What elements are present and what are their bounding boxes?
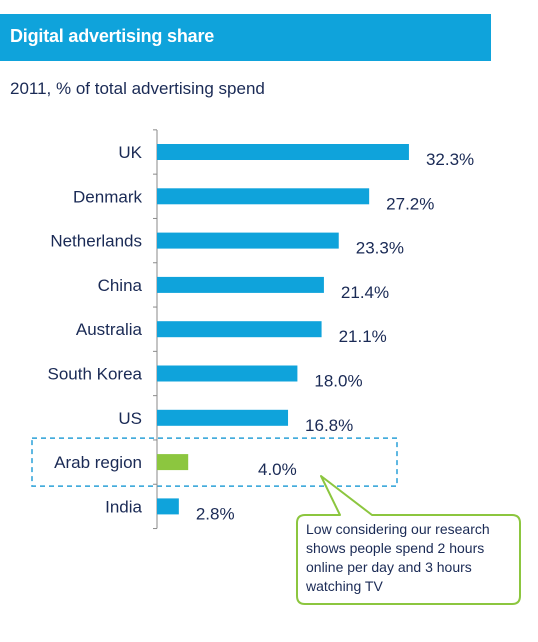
bar: [157, 144, 409, 160]
chart-subtitle: 2011, % of total advertising spend: [10, 79, 265, 98]
value-label: 2.8%: [196, 504, 235, 523]
bar: [157, 321, 322, 338]
value-label: 27.2%: [386, 194, 434, 213]
highlight-box: [31, 437, 398, 487]
bar: [157, 409, 289, 426]
value-label: 18.0%: [314, 372, 362, 391]
category-label: UK: [118, 143, 142, 162]
value-label: 21.4%: [341, 283, 389, 302]
category-label: Netherlands: [50, 232, 142, 251]
value-label: 32.3%: [426, 150, 474, 169]
category-label: Australia: [76, 320, 143, 339]
callout-text: Low considering our research shows peopl…: [306, 521, 490, 594]
category-label: Denmark: [73, 187, 142, 206]
category-label: China: [98, 276, 143, 295]
chart-header-bar: Digital advertising share: [0, 14, 491, 61]
bar: [157, 365, 298, 382]
category-label: Arab region: [54, 453, 142, 472]
category-label: South Korea: [47, 365, 142, 384]
chart-title: Digital advertising share: [10, 26, 215, 46]
category-label: US: [118, 409, 142, 428]
callout-bubble: [296, 475, 521, 605]
value-label: 21.1%: [339, 327, 387, 346]
bar: [157, 276, 324, 293]
category-label: India: [105, 497, 142, 516]
bar: [157, 498, 179, 515]
bar: [157, 454, 189, 471]
bar: [157, 232, 339, 249]
value-label: 23.3%: [356, 239, 404, 258]
value-label: 16.8%: [305, 416, 353, 435]
bar: [157, 188, 370, 205]
value-label: 4.0%: [258, 460, 297, 479]
